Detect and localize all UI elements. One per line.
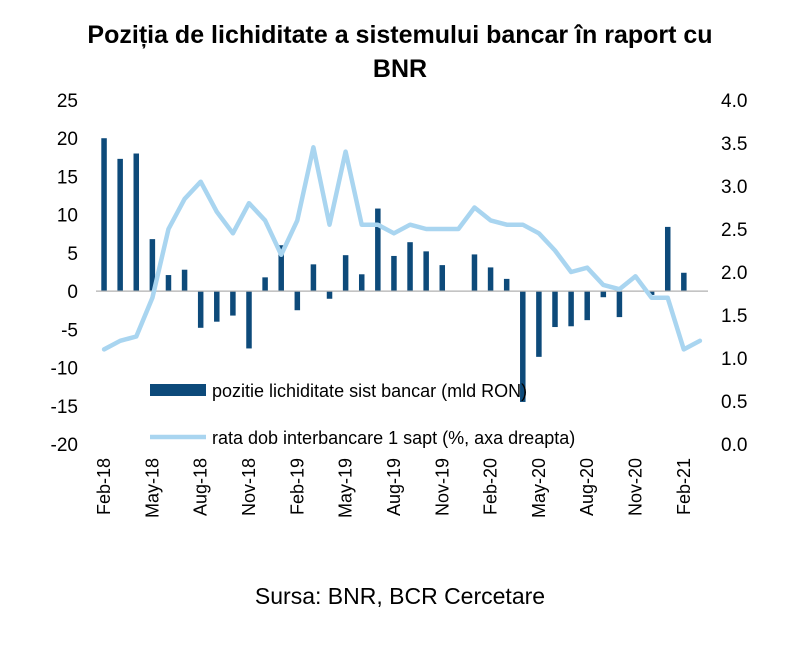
legend-bar-swatch <box>150 384 206 396</box>
left-axis-tick-label: 20 <box>57 129 78 150</box>
liquidity-bar <box>439 265 446 292</box>
x-axis-ticks: Feb-18 May-18 Aug-18 Nov-18 Feb-19 May-19 Aug-… <box>94 458 694 518</box>
left-axis-tick-label: 25 <box>57 91 78 112</box>
liquidity-bar <box>358 274 365 292</box>
liquidity-bar <box>165 275 172 292</box>
liquidity-bar <box>423 251 429 292</box>
left-axis-tick-label: 10 <box>57 206 78 227</box>
x-axis-tick-label: Feb-21 <box>674 458 694 515</box>
left-axis-ticks: 25 20 15 10 5 0 -5 -10 -15 -20 <box>51 91 78 456</box>
left-axis-tick-label: -10 <box>51 359 78 380</box>
right-axis-tick-label: 0.5 <box>721 392 747 413</box>
x-axis-tick-label: Nov-20 <box>626 458 646 516</box>
liquidity-bar <box>214 291 220 322</box>
line-series <box>101 145 703 352</box>
liquidity-bar <box>664 226 671 292</box>
x-axis-tick-label: Feb-20 <box>481 458 501 515</box>
liquidity-bar <box>310 264 317 292</box>
right-axis-tick-label: 3.0 <box>721 177 747 198</box>
liquidity-bar <box>230 291 236 316</box>
liquidity-bar <box>616 291 623 318</box>
liquidity-bar <box>600 291 607 298</box>
liquidity-bar <box>536 291 542 357</box>
liquidity-bar <box>584 291 590 321</box>
x-axis-tick-label: May-19 <box>336 458 356 518</box>
x-axis-tick-label: Aug-18 <box>191 458 211 516</box>
bar-series <box>101 138 687 402</box>
liquidity-bar <box>326 291 333 299</box>
left-axis-tick-label: 15 <box>57 167 78 188</box>
right-axis-tick-label: 2.0 <box>721 263 747 284</box>
liquidity-bar <box>648 291 655 295</box>
liquidity-bar <box>407 242 413 292</box>
left-axis-tick-label: 0 <box>67 282 78 303</box>
liquidity-bar <box>681 272 687 292</box>
chart-title: Poziția de lichiditate a sistemului banc… <box>0 18 800 86</box>
left-axis-tick-label: -5 <box>61 320 78 341</box>
left-axis-tick-label: 5 <box>67 244 78 265</box>
x-axis-tick-label: Feb-18 <box>94 458 114 515</box>
legend: pozitie lichiditate sist bancar (mld RON… <box>150 381 575 448</box>
liquidity-bar <box>471 254 478 292</box>
legend-bar-label: pozitie lichiditate sist bancar (mld RON… <box>212 381 527 401</box>
liquidity-bar <box>503 278 510 292</box>
liquidity-bar <box>262 277 268 292</box>
liquidity-bar <box>391 255 397 292</box>
liquidity-bar <box>278 245 284 292</box>
x-axis-tick-label: May-20 <box>529 458 549 518</box>
liquidity-bar <box>552 291 558 328</box>
liquidity-bar <box>375 208 381 292</box>
x-axis-tick-label: Nov-18 <box>239 458 259 516</box>
right-axis-ticks: 4.0 3.5 3.0 2.5 2.0 1.5 1.0 0.5 0.0 <box>721 91 747 456</box>
liquidity-bar <box>487 267 494 292</box>
x-axis-tick-label: Aug-19 <box>384 458 404 516</box>
left-axis-tick-label: -20 <box>51 435 78 456</box>
left-axis-tick-label: -15 <box>51 397 78 418</box>
liquidity-bar <box>197 291 204 328</box>
liquidity-bar <box>294 291 301 311</box>
liquidity-bar <box>149 239 156 292</box>
chart-title-line2: BNR <box>372 55 428 83</box>
interbank-rate-line <box>101 145 703 352</box>
x-axis-tick-label: Aug-20 <box>577 458 597 516</box>
liquidity-chart: 25 20 15 10 5 0 -5 -10 -15 -20 4.0 3.5 3.0 2.5 2.0 1.5… <box>51 91 748 518</box>
liquidity-bar <box>101 138 107 292</box>
chart-title-line1: Poziția de lichiditate a sistemului banc… <box>87 21 713 49</box>
liquidity-bar <box>246 291 252 349</box>
source-note: Sursa: BNR, BCR Cercetare <box>254 583 546 609</box>
legend-line-label: rata dob interbancare 1 sapt (%, axa dre… <box>212 428 575 448</box>
right-axis-tick-label: 4.0 <box>721 91 747 112</box>
liquidity-bar <box>342 255 349 292</box>
liquidity-bar <box>117 158 123 292</box>
right-axis-tick-label: 1.5 <box>721 306 747 327</box>
liquidity-bar <box>520 291 526 402</box>
right-axis-tick-label: 2.5 <box>721 220 747 241</box>
right-axis-tick-label: 3.5 <box>721 134 747 155</box>
x-axis-tick-label: Nov-19 <box>432 458 452 516</box>
liquidity-bar <box>133 153 140 292</box>
liquidity-bar <box>568 291 574 327</box>
right-axis-tick-label: 0.0 <box>721 435 747 456</box>
x-axis-tick-label: Feb-19 <box>287 458 307 515</box>
liquidity-bar <box>181 269 188 292</box>
x-axis-tick-label: May-18 <box>142 458 162 518</box>
right-axis-tick-label: 1.0 <box>721 349 747 370</box>
